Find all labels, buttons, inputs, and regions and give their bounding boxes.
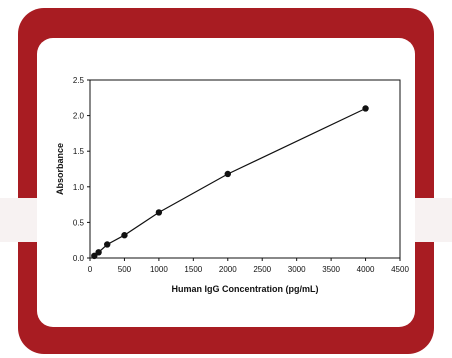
x-tick-label: 2000 [219, 265, 237, 274]
x-tick-label: 4000 [357, 265, 375, 274]
x-tick-label: 1500 [184, 265, 202, 274]
y-axis-ticks: 0.0 0.5 1.0 1.5 2.0 2.5 [73, 76, 90, 263]
x-axis-label: Human IgG Concentration (pg/mL) [172, 284, 319, 294]
y-tick-label: 2.0 [73, 112, 85, 121]
data-point [104, 241, 111, 248]
data-point [121, 232, 128, 239]
data-points [91, 105, 369, 260]
y-tick-label: 0.0 [73, 254, 85, 263]
left-band-decoration [0, 198, 40, 242]
data-point [155, 209, 163, 216]
x-tick-label: 3500 [322, 265, 340, 274]
x-tick-label: 3000 [288, 265, 306, 274]
x-tick-label: 1000 [150, 265, 168, 274]
data-point [362, 105, 369, 112]
x-tick-label: 0 [88, 265, 93, 274]
y-tick-label: 0.5 [73, 218, 85, 227]
series-line [93, 107, 366, 257]
data-point [224, 170, 231, 178]
x-axis-ticks: 0 500 1000 1500 2000 2500 3000 3500 4000 4500 [88, 258, 409, 274]
plot-area [89, 79, 401, 259]
right-band-decoration [412, 198, 452, 242]
y-axis-label: Absorbance [55, 143, 65, 195]
x-tick-label: 500 [118, 265, 132, 274]
data-point [95, 249, 102, 256]
y-tick-label: 2.5 [73, 76, 85, 85]
y-tick-label: 1.5 [73, 147, 85, 156]
y-tick-label: 1.0 [73, 183, 85, 192]
x-tick-label: 4500 [391, 265, 409, 274]
chart-card [37, 38, 415, 327]
data-point [91, 252, 98, 260]
x-tick-label: 2500 [253, 265, 271, 274]
